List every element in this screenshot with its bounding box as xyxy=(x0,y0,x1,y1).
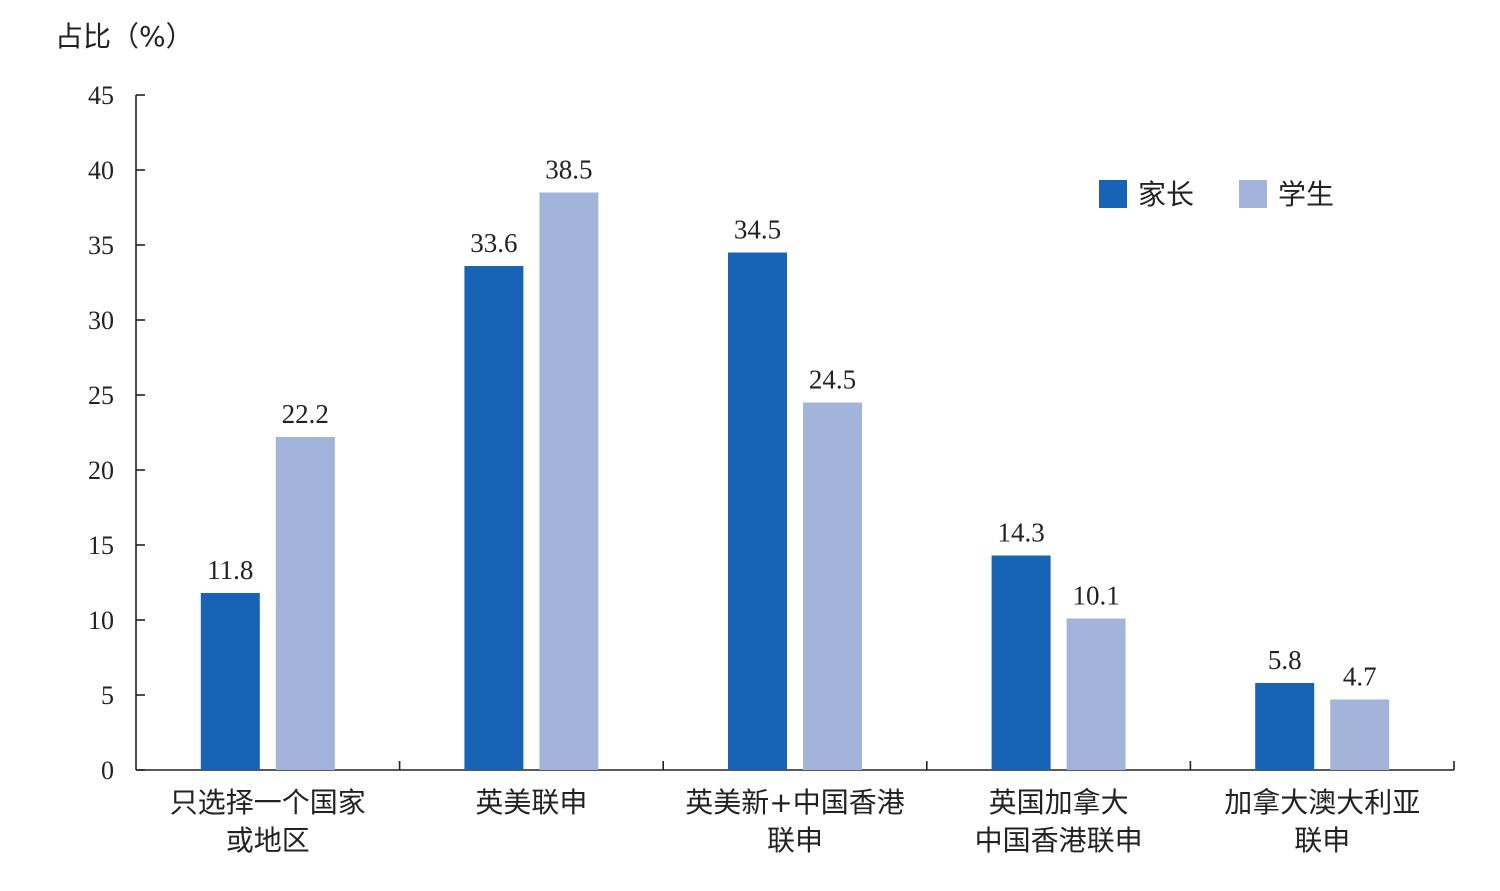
legend: 家长 学生 xyxy=(1099,178,1334,211)
bar-parents xyxy=(1255,683,1315,770)
x-category-label: 英国加拿大 xyxy=(989,786,1129,819)
data-label: 14.3 xyxy=(997,518,1044,548)
x-category-label: 英美新+中国香港 xyxy=(685,786,904,819)
bar-students xyxy=(1330,699,1390,770)
x-category-label: 联申 xyxy=(767,824,823,857)
bar-parents xyxy=(728,252,787,770)
bar-students xyxy=(539,192,599,770)
data-label: 22.2 xyxy=(282,399,329,429)
y-tick-label: 30 xyxy=(88,306,114,335)
bar-parents xyxy=(991,555,1051,770)
y-tick-label: 10 xyxy=(88,606,114,635)
y-tick-label: 0 xyxy=(101,756,114,785)
x-category-label: 加拿大澳大利亚 xyxy=(1224,786,1420,819)
data-label: 24.5 xyxy=(809,365,856,395)
legend-label: 家长 xyxy=(1138,178,1194,211)
y-tick-label: 40 xyxy=(88,156,114,185)
data-label: 4.7 xyxy=(1343,662,1377,692)
legend-swatch xyxy=(1239,180,1267,208)
bar-students xyxy=(1066,618,1126,770)
data-label: 10.1 xyxy=(1072,581,1119,611)
bars: 11.8 33.6 34.5 14.3 5.8 22.2 38.5 24.5 10.1 4.7 xyxy=(200,155,1390,770)
y-tick-label: 35 xyxy=(88,231,114,260)
data-label: 34.5 xyxy=(734,215,781,245)
x-category-label: 联申 xyxy=(1294,824,1350,857)
legend-label: 学生 xyxy=(1278,178,1334,211)
y-tick-label: 15 xyxy=(88,531,114,560)
bar-parents xyxy=(200,593,260,770)
data-label: 33.6 xyxy=(470,228,517,258)
bar-students xyxy=(803,402,862,770)
x-category-label: 只选择一个国家 xyxy=(170,786,366,819)
x-category-label: 英美联申 xyxy=(475,786,587,819)
bar-students xyxy=(275,437,335,770)
y-tick-label: 45 xyxy=(88,81,114,110)
data-label: 5.8 xyxy=(1268,645,1302,675)
y-tick-label: 25 xyxy=(88,381,114,410)
y-tick-label: 20 xyxy=(88,456,114,485)
legend-swatch xyxy=(1099,180,1127,208)
y-tick-label: 5 xyxy=(101,681,114,710)
x-category-label: 中国香港联申 xyxy=(975,824,1143,857)
bar-parents xyxy=(464,266,524,770)
data-label: 38.5 xyxy=(545,155,592,185)
y-axis-label: 占比（%） xyxy=(55,20,194,53)
data-label: 11.8 xyxy=(207,555,253,585)
x-category-label: 或地区 xyxy=(226,824,310,857)
